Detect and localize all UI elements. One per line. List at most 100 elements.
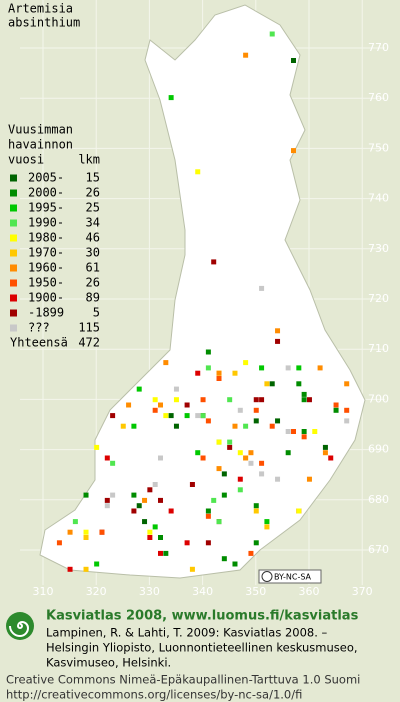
occurrence-square (158, 550, 163, 556)
occurrence-square (147, 487, 153, 493)
occurrence-square (344, 381, 350, 387)
occurrence-square (237, 450, 243, 456)
legend-count: 34 (86, 216, 100, 230)
occurrence-square (285, 365, 291, 371)
occurrence-square (259, 460, 265, 466)
occurrence-square (227, 397, 233, 403)
northing-label: 690 (368, 443, 389, 456)
easting-label: 350 (245, 585, 266, 598)
occurrence-square (126, 402, 132, 408)
occurrence-square (275, 328, 281, 334)
occurrence-square (110, 413, 116, 419)
legend-label: 1900- (28, 291, 64, 305)
footer-heading: Kasviatlas 2008, www.luomus.fi/kasviatla… (46, 609, 359, 624)
occurrence-square (269, 31, 275, 37)
occurrence-square (301, 391, 307, 397)
legend-swatch (10, 294, 17, 302)
legend-label: ??? (28, 321, 50, 335)
occurrence-square (94, 561, 100, 567)
occurrence-square (243, 455, 249, 461)
occurrence-square (195, 413, 201, 419)
occurrence-square (296, 381, 302, 387)
occurrence-square (211, 259, 217, 265)
occurrence-square (275, 418, 281, 424)
occurrence-squares (56, 31, 350, 572)
legend-label: 1950- (28, 276, 64, 290)
occurrence-square (110, 460, 116, 466)
legend-heading: havainnon (8, 138, 73, 152)
species-name: Artemisia (8, 2, 73, 16)
northing-label: 750 (368, 141, 389, 154)
occurrence-square (168, 95, 174, 101)
legend-swatch (10, 219, 17, 227)
occurrence-square (147, 529, 153, 535)
occurrence-square (152, 482, 158, 487)
occurrence-square (275, 338, 281, 344)
occurrence-square (173, 397, 179, 403)
occurrence-square (216, 370, 222, 376)
easting-label: 320 (86, 585, 107, 598)
logo (6, 612, 34, 640)
occurrence-square (291, 58, 296, 63)
occurrence-square (285, 450, 291, 456)
occurrence-square (306, 476, 312, 482)
occurrence-square (83, 566, 89, 572)
logo-spiral (9, 620, 30, 638)
legend-count: 26 (86, 186, 100, 200)
count-heading: lkm (78, 153, 100, 167)
citation: Helsingin Yliopisto, Luonnontieteellinen… (46, 641, 358, 655)
occurrence-square (205, 365, 211, 371)
occurrence-square (168, 508, 174, 514)
occurrence-square (195, 169, 201, 175)
occurrence-square (243, 52, 249, 58)
legend-count: 25 (86, 201, 100, 215)
northing-label: 740 (368, 192, 389, 205)
occurrence-square (227, 444, 233, 450)
legend-label: 2000- (28, 186, 64, 200)
occurrence-square (322, 450, 328, 456)
legend-count: 30 (86, 246, 100, 260)
finland-outline (39, 4, 366, 579)
occurrence-square (253, 508, 259, 514)
badge-frame (258, 569, 322, 584)
occurrence-square (131, 423, 137, 429)
occurrence-square (291, 148, 296, 154)
legend-label: 1960- (28, 261, 64, 275)
occurrence-square (259, 285, 265, 291)
legend-count: 15 (86, 171, 100, 185)
license-url: http://creativecommons.org/licenses/by-n… (6, 688, 302, 702)
occurrence-square (253, 418, 259, 424)
occurrence-square (243, 423, 249, 429)
legend-swatch (10, 309, 17, 317)
citation: Lampinen, R. & Lahti, T. 2009: Kasviatla… (46, 626, 328, 640)
legend-swatch (10, 324, 17, 332)
occurrence-square (344, 407, 350, 413)
occurrence-square (56, 540, 62, 546)
occurrence-square (104, 497, 110, 503)
occurrence-square (291, 429, 296, 434)
cc-icon (261, 571, 273, 582)
legend-swatch (10, 234, 17, 242)
legend-label: 1990- (28, 216, 64, 230)
legend-label: 1980- (28, 231, 64, 245)
occurrence-square (152, 524, 158, 530)
occurrence-square (216, 376, 222, 381)
occurrence-square (99, 529, 105, 535)
occurrence-square (131, 492, 137, 498)
occurrence-square (322, 444, 328, 450)
northing-label: 710 (368, 342, 389, 355)
species-name: absinthium (8, 16, 80, 30)
total-count: 472 (78, 336, 100, 350)
occurrence-square (184, 413, 190, 419)
occurrence-square (296, 508, 302, 514)
occurrence-square (136, 386, 142, 392)
occurrence-square (158, 402, 163, 408)
legend-count: 89 (86, 291, 100, 305)
occurrence-square (83, 529, 89, 535)
legend-count: 5 (93, 306, 100, 320)
easting-label: 370 (352, 585, 373, 598)
occurrence-square (232, 561, 238, 567)
occurrence-square (173, 423, 179, 429)
occurrence-square (264, 519, 270, 525)
occurrence-square (110, 492, 116, 498)
